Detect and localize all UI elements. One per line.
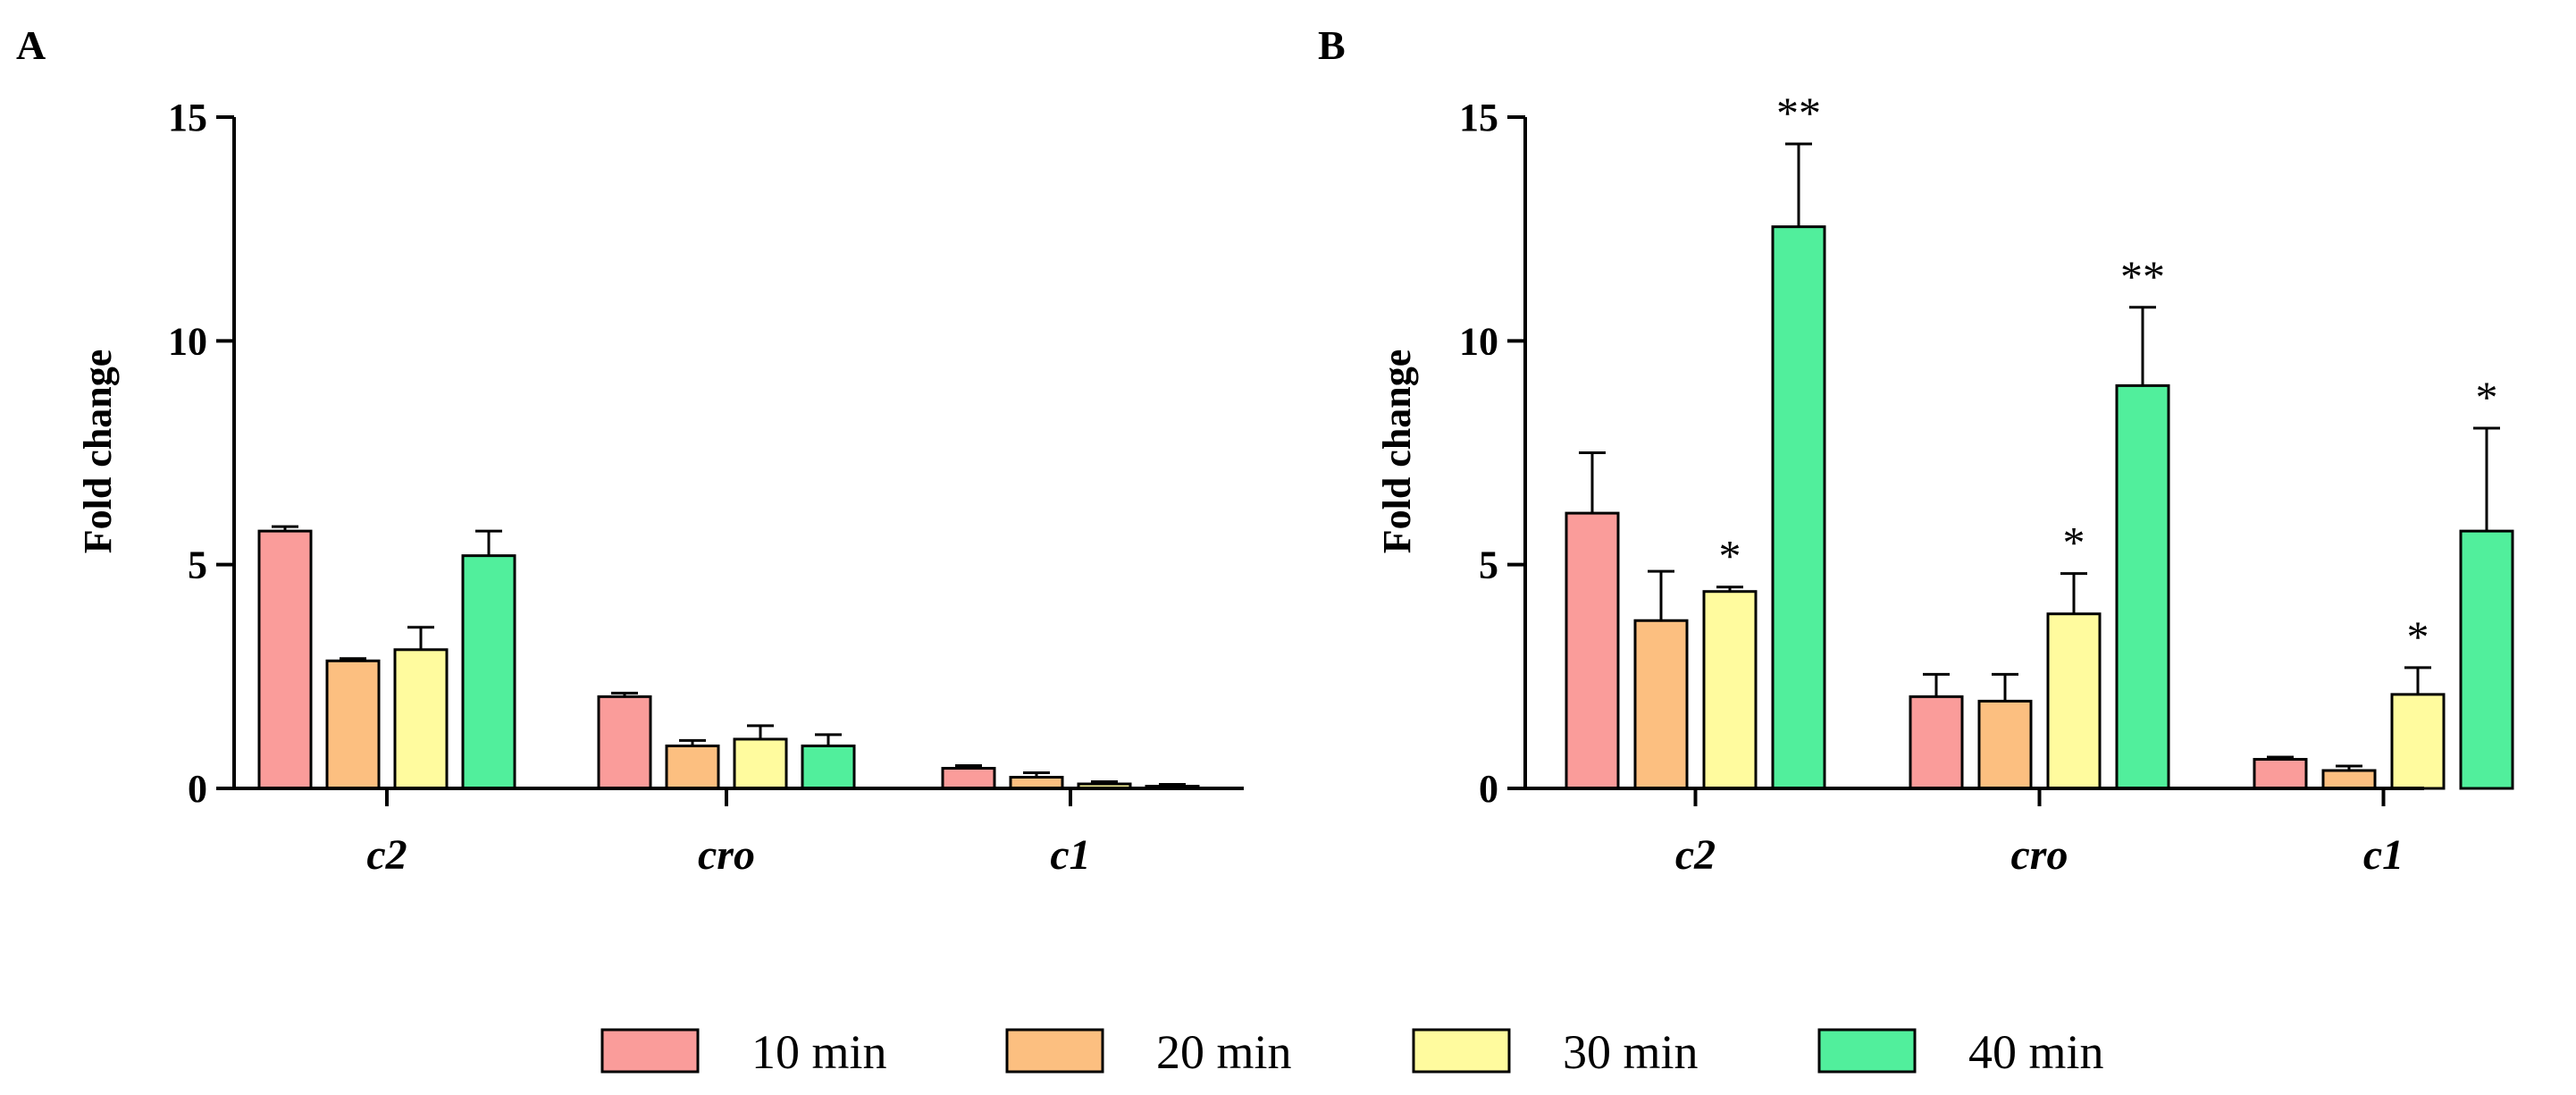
panel-b-significance-mark: * <box>2476 372 2498 422</box>
panel-a-x-tick-label-cro: cro <box>698 831 755 879</box>
legend-swatch-40-min <box>1817 1028 1917 1074</box>
panel-a-bar-c2-40min <box>461 554 516 790</box>
panel-b-significance-mark: ** <box>2120 251 2165 301</box>
panel-a-x-tick-label-c2: c2 <box>366 831 407 879</box>
panel-b-bar-c1-20min <box>2321 769 2377 790</box>
panel-b-bar-cro-30min <box>2046 612 2102 790</box>
panel-a-bar-cro-40min <box>801 744 856 790</box>
panel-a-y-tick-label: 0 <box>188 767 207 811</box>
panel-b-bar-cro-10min <box>1909 695 1964 790</box>
legend-label-10-min: 10 min <box>751 1025 887 1079</box>
panel-a-bar-c2-20min <box>325 659 381 790</box>
panel-b-x-tick-label-c2: c2 <box>1675 831 1716 879</box>
panel-b-bar-c2-10min <box>1565 511 1620 790</box>
panel-b-x-tick-label-c1: c1 <box>2363 831 2404 879</box>
panel-a-bar-c1-10min <box>941 766 996 790</box>
panel-a-bar-cro-20min <box>665 744 720 790</box>
panel-a-bar-cro-30min <box>733 737 788 790</box>
legend-label-20-min: 20 min <box>1156 1025 1292 1079</box>
panel-a: A Fold change 0 5 10 15 c2 cro c1 <box>16 22 1244 879</box>
panel-a-y-tick-label: 10 <box>168 319 207 363</box>
panel-b-bar-cro-40min <box>2115 383 2170 790</box>
legend-swatch-30-min <box>1412 1028 1511 1074</box>
legend-label-30-min: 30 min <box>1563 1025 1699 1079</box>
panel-b-bar-c2-20min <box>1633 619 1689 790</box>
panel-b-bar-c2-30min <box>1702 590 1758 790</box>
panel-a-bar-cro-10min <box>597 695 652 790</box>
panel-b-bar-c2-40min <box>1771 225 1826 790</box>
panel-a-bar-c2-30min <box>393 648 449 790</box>
panel-b-y-tick-label: 15 <box>1459 96 1498 139</box>
panel-b-x-tick-label-cro: cro <box>2011 831 2068 879</box>
panel-a-x-tick-label-c1: c1 <box>1050 831 1090 879</box>
legend-label-40-min: 40 min <box>1968 1025 2104 1079</box>
panel-b-y-tick-label: 10 <box>1459 319 1498 363</box>
panel-a-y-axis-label: Fold change <box>76 350 120 554</box>
panel-b-y-tick-label: 0 <box>1479 767 1498 811</box>
panel-b-bar-c1-30min <box>2390 693 2446 790</box>
panel-a-label: A <box>16 22 46 68</box>
panel-b-significance-mark: * <box>2407 611 2429 661</box>
panel-a-y-tick-label: 15 <box>168 96 207 139</box>
panel-a-plot: 0 5 10 15 c2 cro c1 <box>168 96 1244 879</box>
panel-b-y-tick-label: 5 <box>1479 543 1498 587</box>
legend-swatch-10-min <box>600 1028 700 1074</box>
panel-b-label: B <box>1318 22 1346 68</box>
panel-b-bar-c1-10min <box>2253 757 2308 790</box>
panel-a-bar-c2-10min <box>257 529 313 790</box>
panel-b-significance-mark: * <box>1719 531 1741 581</box>
panel-a-y-tick-label: 5 <box>188 543 207 587</box>
panel-b-significance-mark: ** <box>1776 88 1821 138</box>
legend-swatch-20-min <box>1005 1028 1104 1074</box>
panel-b-bar-c1-40min <box>2459 529 2514 790</box>
panel-b-significance-mark: * <box>2063 518 2085 568</box>
panel-b-bar-cro-20min <box>1977 699 2033 790</box>
panel-b-y-axis-label: Fold change <box>1375 350 1419 554</box>
legend: 10 min 20 min 30 min 40 min <box>600 1025 2104 1079</box>
